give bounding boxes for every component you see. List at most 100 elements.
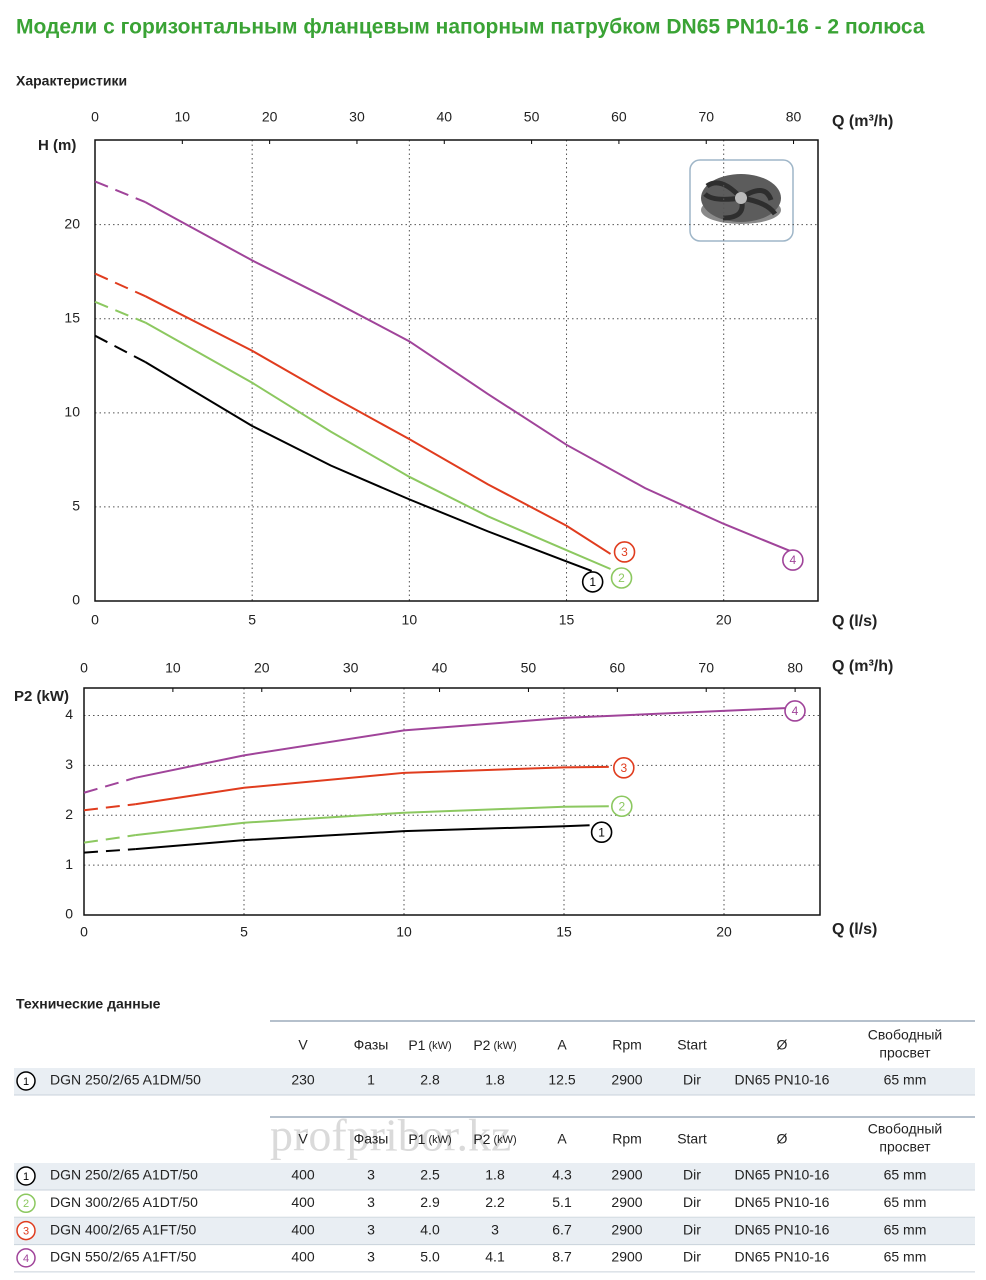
- y-tick-label: 5: [72, 498, 80, 514]
- table-cell: 1: [367, 1072, 375, 1088]
- series-label: 3: [621, 545, 628, 559]
- table-cell: Dir: [683, 1072, 701, 1088]
- x2-tick-label: 50: [521, 660, 537, 676]
- x-tick-label: 0: [80, 924, 88, 940]
- y-tick-label: 4: [65, 706, 73, 722]
- y-tick-label: 0: [72, 592, 80, 608]
- series-line: [94, 300, 146, 324]
- row-marker: [16, 1071, 36, 1091]
- x-tick-label: 20: [716, 924, 732, 940]
- y-tick-label: 0: [65, 906, 73, 922]
- row-number: 1: [23, 1076, 29, 1088]
- model-name: DGN 250/2/65 A1DM/50: [50, 1072, 201, 1088]
- table-header: Rpm: [612, 1037, 642, 1053]
- table-cell: Dir: [683, 1221, 701, 1237]
- x2-tick-label: 30: [349, 109, 365, 125]
- x2-tick-label: 40: [432, 660, 448, 676]
- y-tick-label: 1: [65, 856, 73, 872]
- table-cell: 65 mm: [884, 1072, 927, 1088]
- x2-tick-label: 60: [610, 660, 626, 676]
- x2-tick-label: 70: [698, 660, 714, 676]
- table-cell: 6.7: [552, 1221, 572, 1237]
- table-cell: 4.0: [420, 1221, 440, 1237]
- row-marker: [16, 1166, 36, 1186]
- table-cell: 65 mm: [884, 1221, 927, 1237]
- series-label: 3: [620, 761, 627, 775]
- y-tick-label: 15: [64, 309, 80, 325]
- table-cell: 1.8: [485, 1167, 505, 1183]
- series-line: [144, 295, 612, 555]
- series-line: [144, 361, 593, 572]
- x-axis-label: Q (l/s): [832, 613, 877, 630]
- x2-axis-label: Q (m³/h): [832, 658, 893, 675]
- table-cell: 65 mm: [884, 1249, 927, 1265]
- table-header: P1 (kW): [408, 1037, 451, 1053]
- series-marker: [782, 549, 804, 571]
- model-name: DGN 250/2/65 A1DT/50: [50, 1167, 198, 1183]
- y-tick-label: 20: [64, 215, 80, 231]
- table-cell: 2900: [611, 1221, 642, 1237]
- table-header: V: [298, 1037, 308, 1053]
- table-cell: 3: [367, 1194, 375, 1210]
- table-header: Rpm: [612, 1131, 642, 1147]
- table-header: Фазы: [354, 1037, 389, 1053]
- series-label: 2: [618, 571, 625, 585]
- row-background: [14, 1217, 975, 1245]
- table-header: A: [557, 1131, 567, 1147]
- y-tick-label: 2: [65, 806, 73, 822]
- series-label: 4: [792, 704, 799, 718]
- row-marker: [16, 1248, 36, 1268]
- table-cell: 5.1: [552, 1194, 572, 1210]
- table-cell: 400: [291, 1167, 315, 1183]
- x2-tick-label: 20: [262, 109, 278, 125]
- series-line: [83, 803, 136, 812]
- x2-tick-label: 10: [175, 109, 191, 125]
- header-unit: (kW): [428, 1134, 451, 1146]
- model-name: DGN 400/2/65 A1FT/50: [50, 1221, 197, 1237]
- series-marker: [613, 541, 636, 563]
- series-marker: [610, 567, 633, 589]
- table-cell: 2900: [611, 1072, 642, 1088]
- series-line: [135, 765, 609, 806]
- series-line: [144, 201, 794, 554]
- table-cell: 1.8: [485, 1072, 505, 1088]
- x-tick-label: 10: [396, 924, 412, 940]
- series-line: [83, 834, 136, 844]
- series-line: [94, 180, 146, 204]
- table-cell: 2.9: [420, 1194, 440, 1210]
- x2-tick-label: 80: [786, 109, 802, 125]
- y-tick-label: 10: [64, 404, 80, 420]
- table-header: P2 (kW): [473, 1131, 516, 1147]
- table-header: P1 (kW): [408, 1131, 451, 1147]
- table-cell: 8.7: [552, 1249, 572, 1265]
- plot-frame: [94, 139, 819, 602]
- series-line: [135, 805, 609, 837]
- table-cell: 2900: [611, 1167, 642, 1183]
- table-cell: 3: [367, 1221, 375, 1237]
- table-cell: DN65 PN10-16: [735, 1249, 830, 1265]
- table-cell: Dir: [683, 1167, 701, 1183]
- table-cell: 2.8: [420, 1072, 440, 1088]
- x-tick-label: 15: [556, 924, 572, 940]
- table-header: просвет: [879, 1045, 931, 1061]
- header-unit: (kW): [428, 1040, 451, 1052]
- table-cell: 65 mm: [884, 1167, 927, 1183]
- table-cell: Dir: [683, 1194, 701, 1210]
- x2-tick-label: 20: [254, 660, 270, 676]
- page-title: Модели с горизонтальным фланцевым напорн…: [16, 16, 925, 39]
- series-marker: [590, 821, 613, 843]
- table-header: P2 (kW): [473, 1037, 516, 1053]
- table-header: Ø: [777, 1131, 788, 1147]
- x-tick-label: 5: [248, 612, 256, 628]
- x2-tick-label: 80: [787, 660, 803, 676]
- x2-tick-label: 0: [80, 660, 88, 676]
- header-label: P1: [408, 1131, 425, 1147]
- series-line: [134, 706, 789, 779]
- watermark: profpribor.kz: [270, 1110, 511, 1161]
- table-cell: DN65 PN10-16: [735, 1221, 830, 1237]
- series-label: 4: [790, 553, 797, 567]
- row-number: 1: [23, 1171, 29, 1183]
- x-axis-label: Q (l/s): [832, 921, 877, 938]
- table-cell: 65 mm: [884, 1194, 927, 1210]
